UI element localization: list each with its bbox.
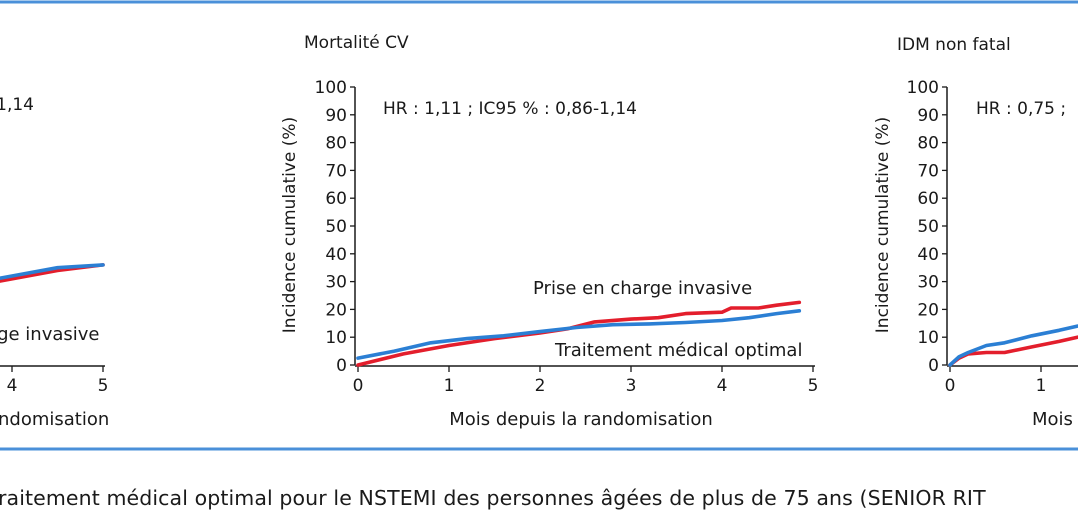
x-tick-label: 5	[808, 376, 819, 396]
y-tick-label: 30	[325, 273, 347, 293]
x-axis-label: ndomisation	[0, 409, 109, 430]
y-tick-label: 20	[917, 300, 939, 320]
y-tick-label: 60	[917, 189, 939, 209]
y-tick-label: 90	[917, 106, 939, 126]
series-label: Prise en charge invasive	[533, 278, 752, 299]
hr-annotation: HR : 1,11 ; IC95 % : 0,86-1,14	[383, 99, 637, 119]
y-tick-label: 10	[325, 328, 347, 348]
hr-annotation: HR : 0,75 ;	[976, 99, 1066, 119]
y-tick-label: 70	[917, 161, 939, 181]
y-axis-label: Incidence cumulative (%)	[280, 117, 300, 333]
y-tick-label: 90	[325, 106, 347, 126]
y-tick-label: 0	[928, 356, 939, 376]
x-axis-label: Mois	[1032, 409, 1073, 430]
y-tick-label: 50	[325, 217, 347, 237]
y-tick-label: 100	[907, 78, 939, 98]
chart-panel-partial-left: 4 5 ndomisation -1,14 rge invasive	[0, 95, 109, 430]
series-line-invasive	[356, 300, 802, 367]
x-axis-label: Mois depuis la randomisation	[449, 409, 713, 430]
y-tick-label: 30	[917, 273, 939, 293]
y-tick-label: 80	[917, 134, 939, 154]
chart-title: IDM non fatal	[897, 35, 1011, 55]
y-tick-label: 40	[325, 245, 347, 265]
x-tick-label: 2	[535, 376, 546, 396]
y-tick-label: 60	[325, 189, 347, 209]
series-line-medical	[356, 308, 802, 360]
series-line-invasive	[0, 263, 105, 283]
x-tick-label: 5	[98, 376, 109, 396]
y-tick-label: 70	[325, 161, 347, 181]
hr-annotation: -1,14	[0, 95, 34, 115]
y-tick-label: 40	[917, 245, 939, 265]
x-tick-label: 1	[444, 376, 455, 396]
y-tick-label: 10	[917, 328, 939, 348]
y-tick-label: 50	[917, 217, 939, 237]
series-label: Traitement médical optimal	[554, 340, 802, 361]
y-tick-label: 100	[315, 78, 347, 98]
x-tick-label: 1	[1036, 376, 1047, 396]
x-tick-label: 4	[717, 376, 728, 396]
figure-caption: raitement médical optimal pour le NSTEMI…	[0, 486, 986, 510]
y-tick-label: 20	[325, 300, 347, 320]
series-line-medical	[0, 263, 105, 281]
chart-title: Mortalité CV	[304, 33, 409, 53]
y-tick-label: 0	[336, 356, 347, 376]
series-line-medical	[948, 324, 1078, 367]
x-tick-label: 4	[7, 376, 18, 396]
y-axis-label: Incidence cumulative (%)	[873, 117, 893, 333]
x-tick-label: 3	[626, 376, 637, 396]
x-tick-label: 0	[945, 376, 956, 396]
series-label: rge invasive	[0, 324, 100, 345]
y-tick-label: 80	[325, 134, 347, 154]
x-tick-label: 0	[353, 376, 364, 396]
